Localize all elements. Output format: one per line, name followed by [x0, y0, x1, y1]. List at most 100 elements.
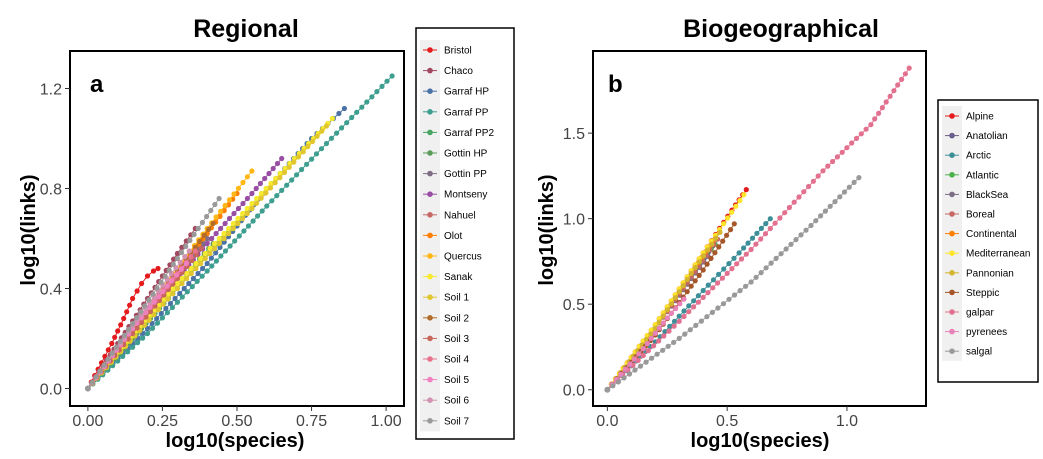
- biogeographical-data-point: [810, 178, 817, 184]
- regional-data-point: [130, 295, 136, 302]
- biogeographical-data-point: [825, 163, 831, 169]
- biogeographical-data-point: [693, 322, 699, 328]
- regional-legend-marker: [427, 376, 433, 383]
- regional-data-point: [204, 213, 210, 220]
- regional-data-point: [134, 315, 140, 321]
- regional-data-point: [146, 297, 152, 303]
- regional-legend-marker: [427, 67, 433, 74]
- biogeographical-data-point: [851, 179, 857, 185]
- biogeographical-data-point: [837, 194, 843, 200]
- biogeographical-data-point: [636, 351, 642, 357]
- biogeographical-data-point: [736, 250, 742, 256]
- biogeographical-data-point: [688, 283, 694, 289]
- regional-data-point: [245, 223, 252, 229]
- biogeographical-data-point: [680, 283, 686, 289]
- biogeographical-y-tick-label: 0.0: [563, 383, 585, 400]
- regional-data-point: [216, 235, 222, 242]
- biogeographical-legend-item: Boreal: [945, 210, 995, 221]
- biogeographical-data-point: [635, 357, 641, 363]
- biogeographical-data-point: [721, 266, 727, 272]
- biogeographical-legend-item: Mediterranean: [945, 249, 1030, 260]
- regional-legend-label: Garraf PP2: [444, 128, 494, 139]
- regional-data-point: [150, 291, 156, 297]
- regional-legend-label: Garraf HP: [444, 87, 489, 98]
- regional-legend: Bristol Chaco Garraf HP Garraf PP Garraf PP2…: [420, 40, 494, 432]
- biogeographical-data-point: [668, 301, 674, 307]
- regional-legend-label: Soil 6: [444, 396, 469, 407]
- regional-data-point: [178, 249, 185, 256]
- biogeographical-data-point: [704, 314, 710, 320]
- regional-data-point: [221, 230, 227, 237]
- regional-data-point: [174, 285, 180, 292]
- biogeographical-data-point: [664, 307, 670, 313]
- biogeographical-data-point: [627, 361, 633, 367]
- biogeographical-legend-item: Steppic: [945, 288, 999, 299]
- regional-data-point: [231, 191, 237, 197]
- biogeographical-legend-item: Alpine: [945, 112, 994, 123]
- biogeographical-legend-item: Arctic: [945, 151, 991, 162]
- biogeographical-data-point: [682, 331, 688, 337]
- regional-data-point: [291, 159, 297, 165]
- biogeographical-data-point: [813, 218, 819, 224]
- regional-data-point: [379, 83, 385, 89]
- regional-data-point: [188, 254, 194, 260]
- regional-data-point: [279, 155, 285, 162]
- biogeographical-data-point: [708, 255, 714, 261]
- regional-data-point: [142, 310, 149, 316]
- regional-data-point: [150, 268, 157, 274]
- biogeographical-data-point: [738, 256, 745, 262]
- biogeographical-legend-marker: [949, 250, 955, 256]
- regional-data-point: [299, 166, 305, 173]
- regional-data-point: [384, 78, 390, 84]
- biogeographical-data-point: [758, 236, 764, 242]
- regional-data-point: [115, 328, 121, 334]
- regional-origin-point: [84, 385, 91, 392]
- biogeographical-y-tick-label: 0.5: [563, 297, 585, 314]
- regional-data-point: [174, 255, 180, 262]
- regional-data-point: [258, 195, 264, 201]
- regional-data-point: [198, 255, 204, 262]
- biogeographical-data-point: [681, 313, 687, 320]
- regional-legend-item: Soil 4: [423, 355, 469, 366]
- regional-data-point: [244, 210, 250, 217]
- regional-data-point: [213, 214, 219, 220]
- biogeographical-legend-item: BlackSea: [945, 190, 1009, 201]
- biogeographical-data-point: [887, 93, 893, 99]
- regional-data-point: [354, 109, 360, 115]
- biogeographical-axis-ticks: 0.0 0.5 1.0 0.0 0.5 1.0 1.5: [563, 126, 858, 430]
- regional-legend-item: Olot: [423, 231, 463, 242]
- regional-data-point: [374, 89, 380, 95]
- regional-legend-item: Soil 6: [423, 396, 469, 407]
- regional-legend-marker: [427, 109, 433, 115]
- regional-data-point: [147, 304, 153, 310]
- regional-data-point: [124, 309, 130, 315]
- biogeographical-data-point: [815, 173, 821, 179]
- regional-data-point: [149, 325, 156, 331]
- biogeographical-data-point: [717, 229, 723, 235]
- biogeographical-legend-item: Anatolian: [945, 131, 1008, 142]
- regional-data-point: [144, 325, 151, 332]
- biogeographical-data-point: [652, 330, 658, 336]
- biogeographical-legend-label: Steppic: [966, 288, 999, 299]
- regional-data-point: [121, 332, 128, 338]
- regional-data-point: [177, 259, 183, 265]
- regional-legend-label: Bristol: [444, 46, 472, 57]
- biogeographical-x-axis-title: log10(species): [691, 430, 830, 452]
- regional-legend-marker: [427, 88, 433, 94]
- biogeographical-data-point: [700, 253, 707, 259]
- regional-data-point: [212, 201, 218, 208]
- regional-data-point: [178, 266, 184, 272]
- regional-data-point: [154, 285, 160, 291]
- regional-data-point: [222, 248, 229, 254]
- regional-data-point: [267, 185, 274, 191]
- biogeographical-legend-label: Arctic: [966, 151, 991, 162]
- biogeographical-data-point: [695, 293, 702, 299]
- biogeographical-legend-marker: [949, 270, 955, 276]
- regional-data-point: [323, 140, 330, 147]
- regional-data-point: [184, 270, 190, 277]
- regional-data-point: [259, 208, 265, 214]
- biogeographical-data-point: [671, 318, 678, 324]
- regional-y-tick-label: 1.2: [40, 82, 62, 99]
- regional-data-point: [235, 215, 241, 222]
- regional-data-point: [192, 244, 198, 250]
